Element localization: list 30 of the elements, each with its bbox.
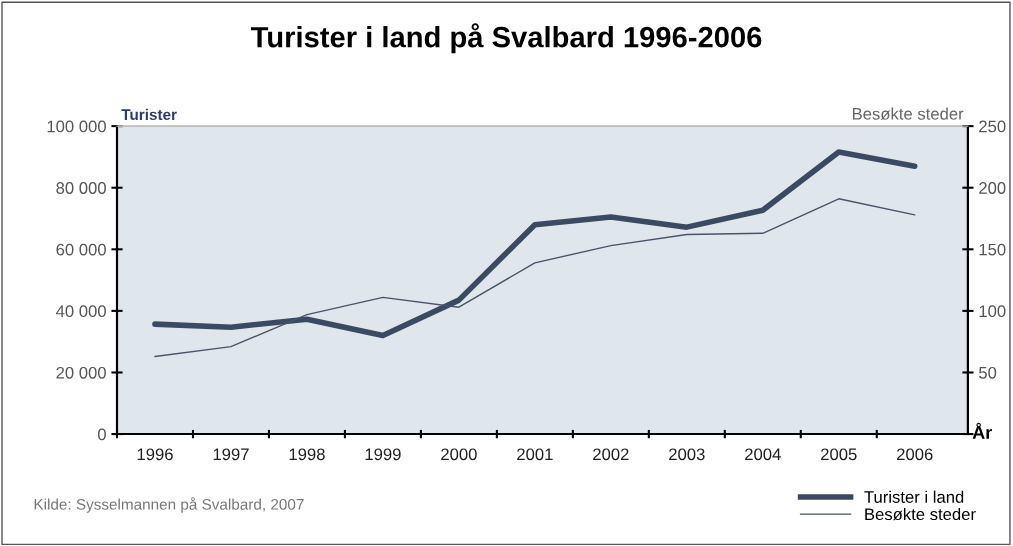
x-tick-label: 1998 [289, 448, 325, 461]
y2-tick-label: 150 [979, 243, 1006, 256]
y-axis-title: Turister [121, 108, 177, 121]
x-tick-label: 2003 [669, 448, 705, 461]
x-tick-label: 1997 [213, 448, 249, 461]
y2-tick-label: 50 [979, 366, 997, 379]
y-tick-label: 0 [97, 428, 106, 441]
y-tick-label: 60 000 [56, 243, 106, 256]
x-tick-label: 1996 [137, 448, 173, 461]
x-axis-title: År [972, 422, 992, 439]
legend-label: Besøkte steder [865, 507, 976, 521]
chart-title: Turister i land på Svalbard 1996-2006 [250, 23, 762, 54]
y2-axis-title: Besøkte steder [852, 107, 964, 120]
y-tick-label: 40 000 [56, 305, 106, 318]
x-tick-label: 2002 [593, 448, 629, 461]
line-series [154, 198, 916, 358]
text: Kilde: Sysselmannen på Svalbard, 2007 [34, 497, 304, 513]
legend-label: Turister i land [864, 490, 964, 503]
y-tick-label: 80 000 [56, 182, 106, 194]
y-tick-label: 20 000 [56, 366, 106, 379]
y-tick-label: 100 000 [47, 120, 106, 133]
x-tick-label: 2006 [897, 448, 933, 461]
y2-tick-label: 100 [979, 305, 1006, 318]
x-tick-label: 2001 [517, 448, 553, 461]
x-tick-label: 2004 [745, 448, 781, 461]
y2-tick-label: 250 [979, 120, 1006, 133]
y2-tick-label: 200 [979, 182, 1006, 194]
x-tick-label: 2000 [441, 448, 477, 461]
x-tick-label: 1999 [365, 448, 401, 461]
x-tick-label: 2005 [821, 448, 857, 461]
